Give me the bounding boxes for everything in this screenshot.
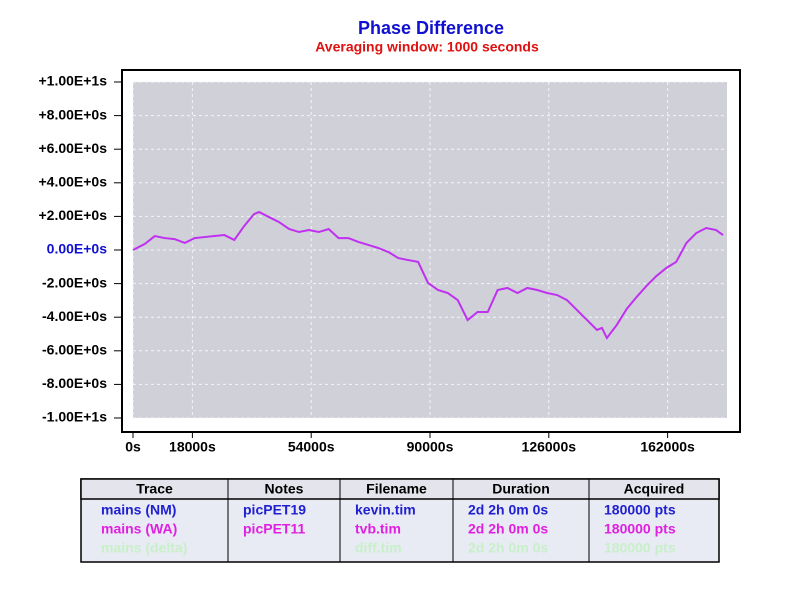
header-cell: Filename: [366, 481, 427, 497]
table-cell: kevin.tim: [355, 502, 416, 518]
y-tick-label: 0.00E+0s: [47, 241, 108, 257]
header-cell: Duration: [492, 481, 550, 497]
line-series: [132, 210, 724, 340]
header-cell: Trace: [136, 481, 173, 497]
y-tick-label: +2.00E+0s: [38, 207, 107, 223]
table-cell: mains (WA): [101, 521, 177, 537]
x-tick-label: 162000s: [640, 439, 695, 455]
x-tick-label: 18000s: [169, 439, 216, 455]
y-tick-label: -6.00E+0s: [42, 342, 107, 358]
x-tick-label: 0s: [125, 439, 141, 455]
y-tick-label: +6.00E+0s: [38, 140, 107, 156]
header-cell: Notes: [265, 481, 304, 497]
y-tick-label: +8.00E+0s: [38, 106, 107, 122]
table-cell: 2d 2h 0m 0s: [468, 540, 548, 556]
table-cell: 180000 pts: [604, 521, 676, 537]
table-cell: picPET19: [243, 502, 306, 518]
y-tick-label: +1.00E+1s: [38, 73, 107, 89]
chart-title: Phase Difference: [358, 18, 504, 38]
table-cell: 2d 2h 0m 0s: [468, 521, 548, 537]
y-tick-label: +4.00E+0s: [38, 174, 107, 190]
y-tick-label: -2.00E+0s: [42, 274, 107, 290]
table-cell: 180000 pts: [604, 502, 676, 518]
table-cell: 2d 2h 0m 0s: [468, 502, 548, 518]
table-cell: picPET11: [243, 521, 305, 537]
table-cell: mains (delta): [101, 540, 187, 556]
x-tick-label: 90000s: [407, 439, 454, 455]
table-cell: diff.tim: [355, 540, 402, 556]
y-tick-label: -1.00E+1s: [42, 409, 107, 425]
table-cell: mains (NM): [101, 502, 176, 518]
table-header: [80, 478, 720, 500]
y-tick-label: -8.00E+0s: [42, 375, 107, 391]
header-cell: Acquired: [624, 481, 685, 497]
table-cell: tvb.tim: [355, 521, 401, 537]
table-cell: 180000 pts: [604, 540, 676, 556]
x-tick-label: 54000s: [288, 439, 335, 455]
chart-subtitle: Averaging window: 1000 seconds: [315, 39, 539, 55]
y-tick-label: -4.00E+0s: [42, 308, 107, 324]
x-tick-label: 126000s: [522, 439, 577, 455]
